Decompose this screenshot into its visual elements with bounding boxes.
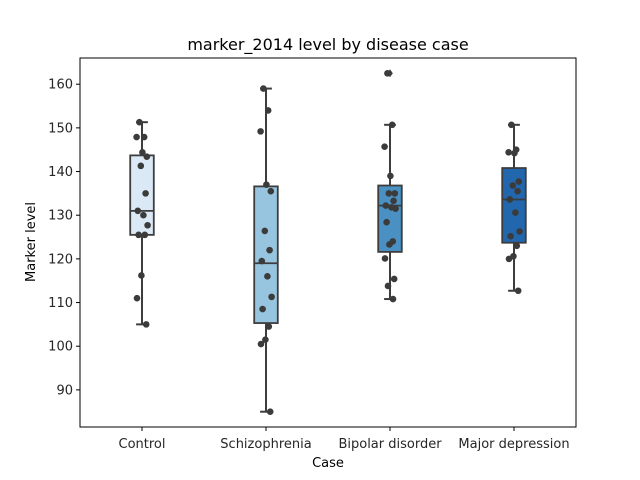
- data-point: [512, 209, 519, 216]
- data-point: [515, 178, 523, 185]
- data-point: [258, 257, 266, 265]
- data-point: [140, 133, 148, 141]
- boxes: [129, 69, 527, 413]
- data-point: [140, 211, 147, 219]
- box-group: [377, 69, 403, 301]
- data-point: [133, 133, 140, 141]
- data-point: [514, 187, 521, 195]
- data-point: [144, 221, 151, 229]
- y-tick-label: 120: [48, 252, 73, 267]
- x-tick-label: Major depression: [458, 437, 569, 452]
- data-point: [139, 149, 146, 156]
- data-point: [263, 181, 270, 188]
- data-point: [507, 232, 514, 240]
- data-point: [381, 143, 388, 150]
- data-point: [390, 197, 397, 205]
- data-point: [257, 128, 264, 135]
- box-group: [501, 123, 527, 292]
- data-point: [266, 408, 274, 416]
- data-point: [141, 231, 149, 239]
- x-axis: Control Schizophrenia Bipolar disorder Majo…: [119, 427, 570, 452]
- x-tick-label: Schizophrenia: [220, 437, 311, 452]
- data-point: [382, 202, 390, 209]
- y-tick-label: 140: [48, 165, 73, 180]
- data-point: [268, 293, 275, 301]
- data-point: [142, 321, 150, 328]
- data-point: [390, 275, 398, 283]
- x-axis-label: Case: [312, 456, 344, 471]
- y-tick-label: 100: [48, 340, 73, 355]
- data-point: [261, 227, 269, 235]
- data-point: [135, 231, 142, 239]
- data-point: [505, 255, 513, 263]
- plot-area: [79, 57, 577, 428]
- data-point: [505, 149, 512, 156]
- data-point: [511, 149, 518, 157]
- data-point: [516, 228, 523, 235]
- data-point: [267, 187, 275, 195]
- y-tick-label: 150: [48, 121, 73, 136]
- data-point: [386, 241, 393, 248]
- x-tick-label: Control: [119, 437, 166, 452]
- y-tick-label: 160: [48, 78, 73, 93]
- data-point: [134, 207, 142, 215]
- data-point: [259, 305, 266, 313]
- data-point: [381, 255, 389, 262]
- data-point: [264, 107, 272, 114]
- box: [501, 167, 527, 244]
- data-point: [514, 287, 522, 295]
- y-tick-label: 90: [56, 383, 73, 398]
- data-point: [142, 190, 149, 197]
- data-point: [264, 273, 271, 280]
- data-point: [385, 190, 393, 197]
- data-point: [262, 336, 269, 343]
- x-tick-label: Bipolar disorder: [338, 437, 442, 452]
- y-tick-label: 130: [48, 209, 73, 224]
- data-point: [384, 69, 391, 77]
- y-axis: 90 100 110 120 130 140 150 160: [48, 78, 80, 398]
- data-point: [506, 196, 514, 203]
- data-point: [266, 246, 273, 254]
- data-point: [389, 295, 397, 303]
- data-point: [387, 172, 394, 180]
- y-axis-label: Marker level: [24, 202, 39, 282]
- data-point: [257, 340, 265, 348]
- data-point: [509, 182, 517, 189]
- data-point: [388, 121, 396, 129]
- data-point: [143, 153, 151, 160]
- data-point: [384, 282, 392, 290]
- data-point: [513, 242, 521, 250]
- chart-title: marker_2014 level by disease case: [187, 35, 468, 55]
- data-point: [383, 218, 390, 226]
- data-point: [391, 190, 399, 197]
- box: [253, 185, 279, 324]
- data-point: [265, 323, 273, 330]
- data-point: [260, 85, 267, 92]
- y-tick-label: 110: [48, 296, 73, 311]
- data-point: [133, 294, 141, 302]
- data-points: [133, 69, 523, 416]
- box-group: [253, 87, 279, 413]
- data-point: [392, 205, 399, 212]
- data-point: [136, 118, 143, 126]
- data-point: [138, 272, 145, 279]
- data-point: [137, 162, 145, 170]
- data-point: [508, 121, 515, 129]
